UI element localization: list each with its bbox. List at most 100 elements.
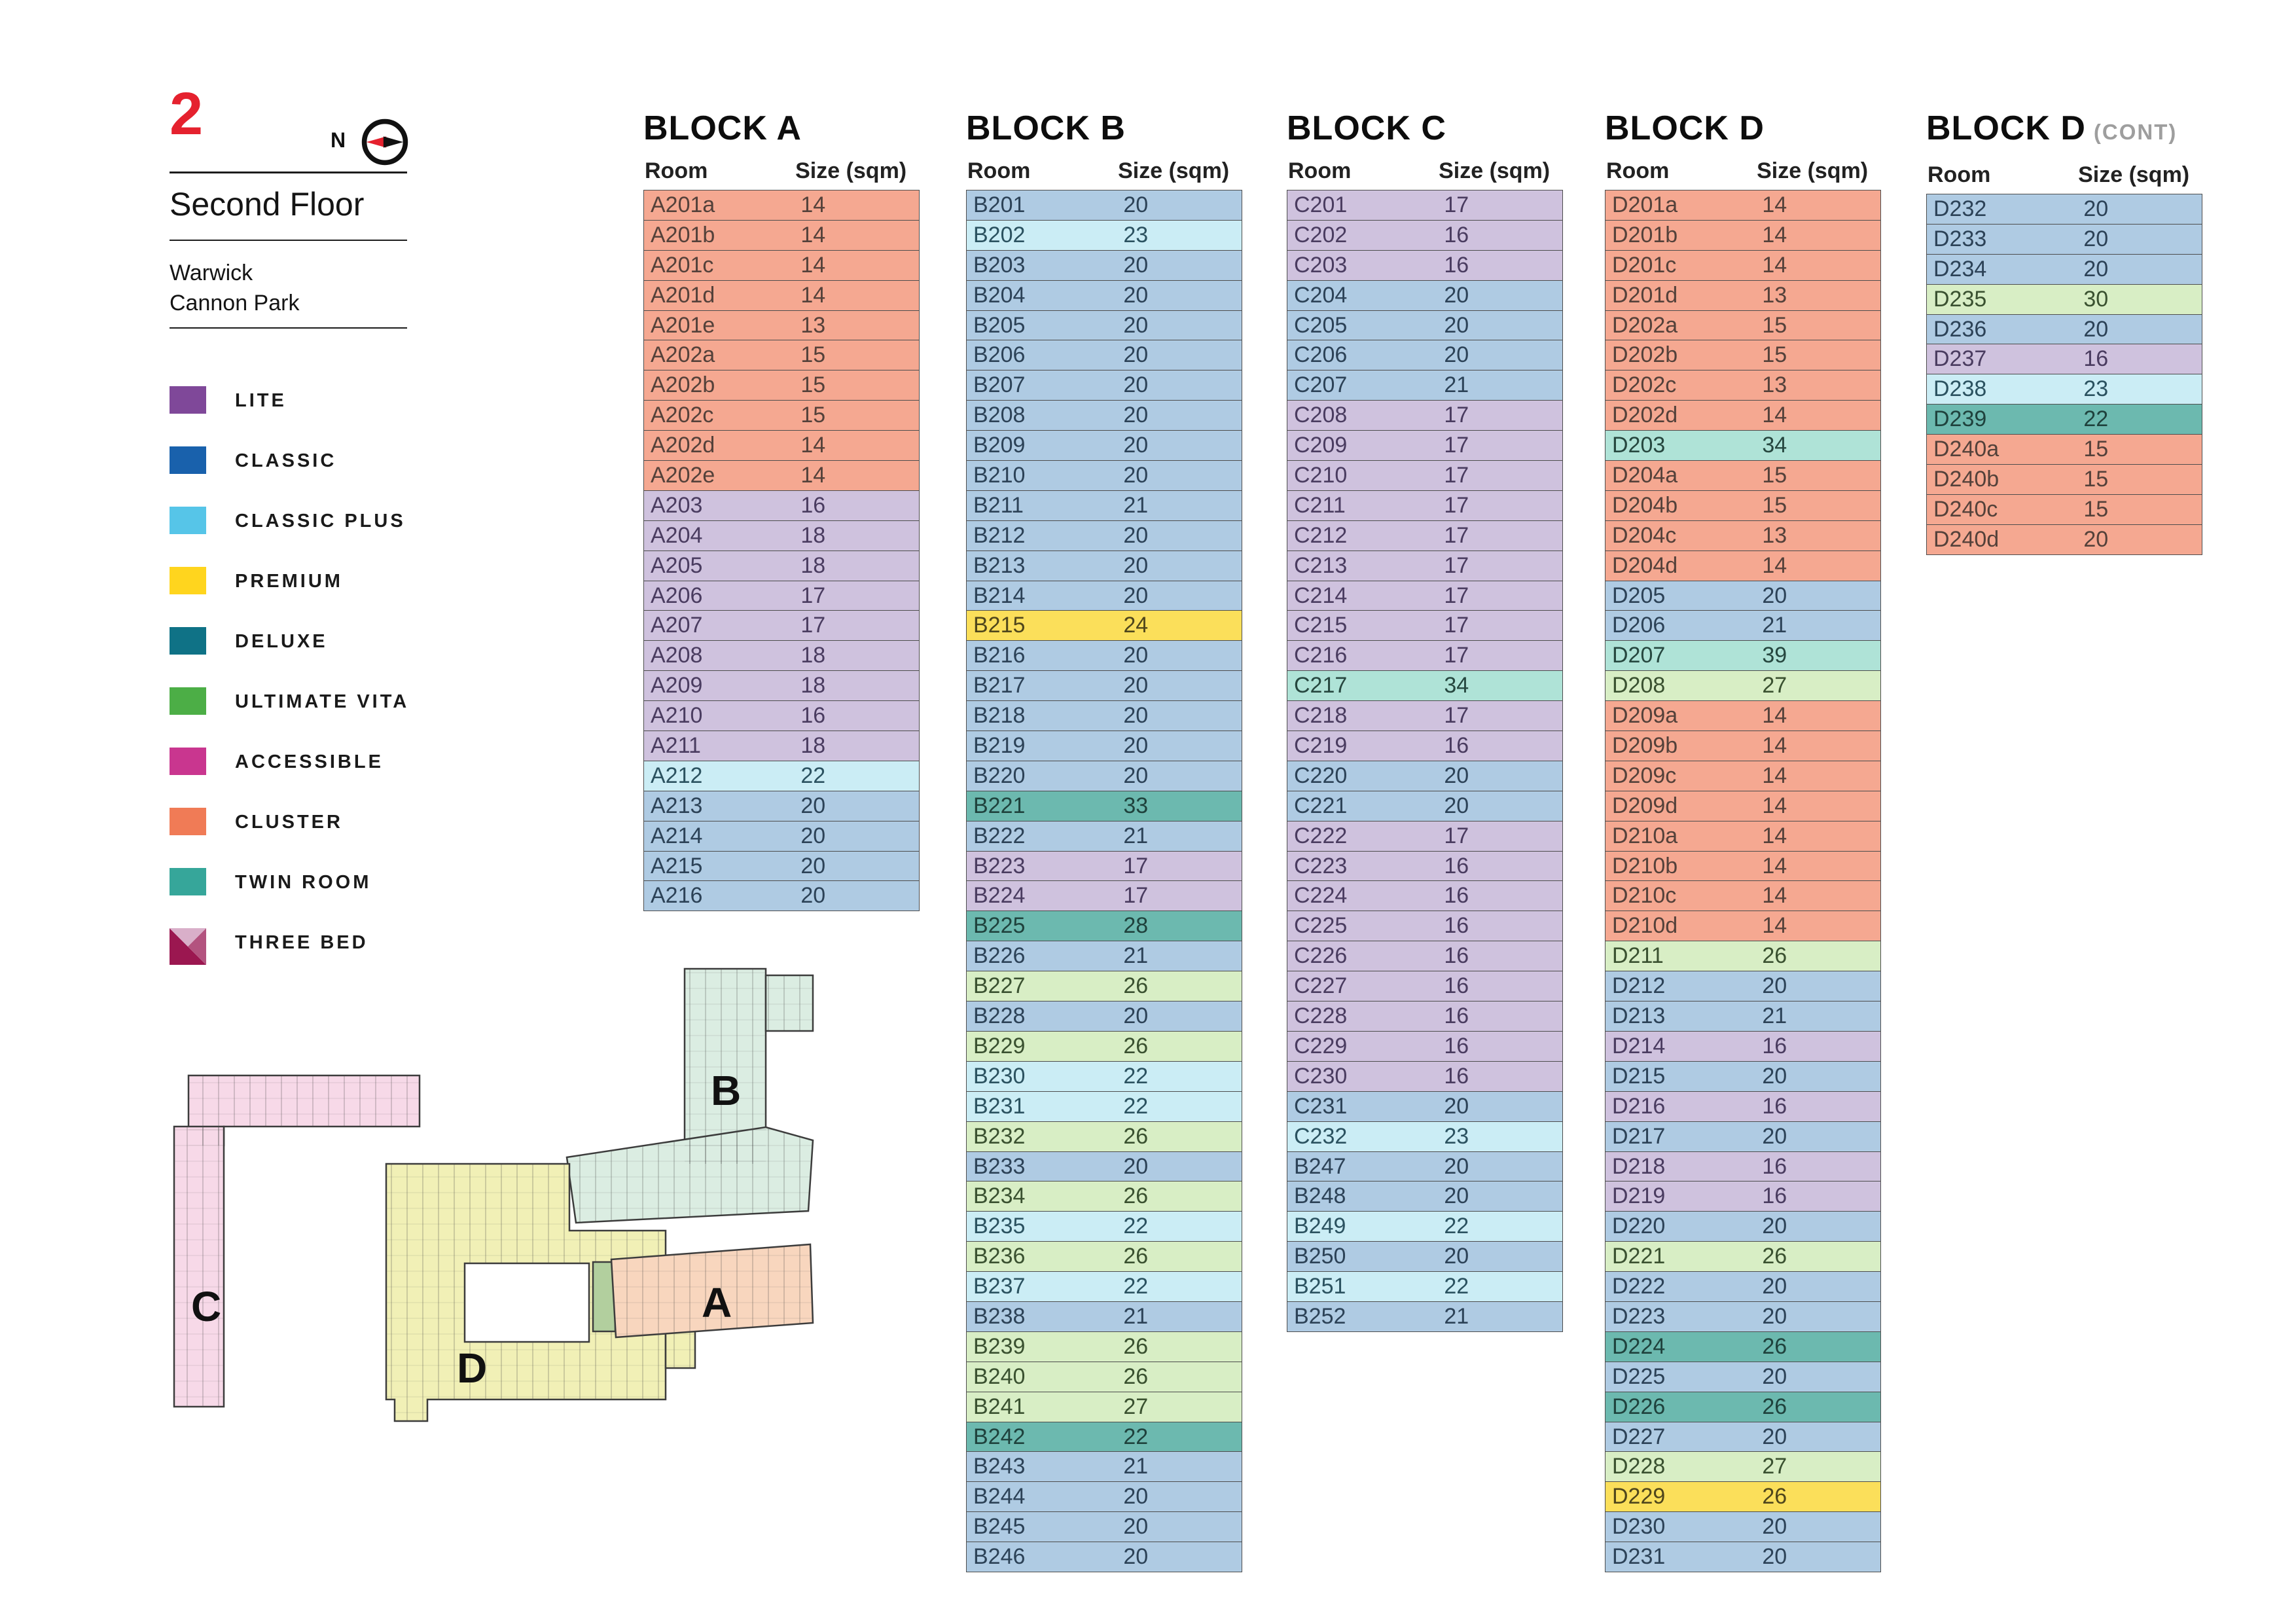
table-row: B238 21 — [967, 1301, 1242, 1332]
size-cell: 22 — [1444, 1214, 1469, 1239]
size-cell: 22 — [1123, 1424, 1149, 1449]
size-cell: 26 — [1123, 1244, 1149, 1269]
table-row: C208 17 — [1287, 401, 1562, 431]
size-cell: 14 — [800, 252, 826, 278]
size-cell: 26 — [1762, 1484, 1787, 1509]
size-cell: 21 — [1123, 492, 1149, 518]
size-cell: 17 — [1444, 433, 1469, 458]
room-cell: B226 — [973, 943, 1026, 969]
size-cell: 20 — [1123, 433, 1149, 458]
size-cell: 22 — [800, 763, 826, 788]
block-title: BLOCK C — [1287, 109, 1446, 147]
size-cell: 20 — [1123, 673, 1149, 698]
table-row: D238 23 — [1927, 374, 2202, 405]
map-label-a: A — [702, 1279, 732, 1326]
table-body: D232 20 D233 20 D234 20 D235 30 D236 20 D237 16 D238… — [1926, 194, 2202, 555]
room-cell: B236 — [973, 1244, 1026, 1269]
size-cell: 15 — [1762, 463, 1787, 488]
size-cell: 21 — [1123, 1303, 1149, 1329]
room-cell: B222 — [973, 823, 1026, 848]
table-row: D230 20 — [1605, 1512, 1880, 1543]
size-cell: 21 — [1762, 613, 1787, 638]
table-row: D202a 15 — [1605, 310, 1880, 341]
room-column-header: Room — [1606, 158, 1670, 183]
table-header: Room Size (sqm) — [966, 158, 1242, 190]
room-cell: B238 — [973, 1303, 1026, 1329]
size-cell: 20 — [800, 883, 826, 909]
table-row: D203 34 — [1605, 431, 1880, 461]
table-row: D219 16 — [1605, 1182, 1880, 1212]
room-cell: D204a — [1612, 463, 1678, 488]
table-row: C210 17 — [1287, 461, 1562, 491]
room-cell: C224 — [1294, 883, 1348, 909]
room-cell: D240c — [1933, 496, 1998, 522]
size-cell: 16 — [1762, 1033, 1787, 1058]
room-cell: D203 — [1612, 433, 1666, 458]
room-cell: B205 — [973, 312, 1026, 338]
room-cell: D240a — [1933, 437, 2000, 462]
size-cell: 33 — [1123, 793, 1149, 818]
table-row: C201 17 — [1287, 190, 1562, 221]
size-cell: 17 — [1444, 643, 1469, 668]
floor-name: Second Floor — [170, 186, 365, 223]
size-cell: 14 — [1762, 703, 1787, 729]
table-row: D223 20 — [1605, 1301, 1880, 1332]
room-cell: A215 — [651, 853, 703, 878]
table-row: C209 17 — [1287, 431, 1562, 461]
size-cell: 17 — [1444, 823, 1469, 848]
ultimate-swatch-icon — [170, 687, 206, 715]
table-row: C217 34 — [1287, 671, 1562, 702]
table-row: B215 24 — [967, 611, 1242, 641]
room-cell: A208 — [651, 643, 703, 668]
size-cell: 22 — [1123, 1063, 1149, 1089]
room-cell: B209 — [973, 433, 1026, 458]
room-cell: D217 — [1612, 1123, 1666, 1149]
room-cell: B225 — [973, 913, 1026, 939]
table-row: B221 33 — [967, 791, 1242, 821]
room-cell: B210 — [973, 463, 1026, 488]
table-row: B219 20 — [967, 731, 1242, 761]
size-column-header: Size (sqm) — [795, 158, 907, 183]
size-cell: 20 — [1444, 282, 1469, 308]
legend-label: CLASSIC — [235, 450, 337, 471]
table-row: A201c 14 — [644, 250, 919, 281]
table-row: D240d 20 — [1927, 524, 2202, 555]
table-row: D221 26 — [1605, 1242, 1880, 1272]
table-row: B246 20 — [967, 1542, 1242, 1572]
size-cell: 14 — [800, 463, 826, 488]
room-cell: D226 — [1612, 1394, 1666, 1419]
divider — [170, 240, 407, 241]
size-cell: 20 — [1762, 1303, 1787, 1329]
size-cell: 20 — [1762, 973, 1787, 999]
size-cell: 14 — [1762, 403, 1787, 428]
size-cell: 15 — [2083, 496, 2109, 522]
table-header: Room Size (sqm) — [1287, 158, 1563, 190]
room-cell: B234 — [973, 1183, 1026, 1209]
table-row: D204b 15 — [1605, 490, 1880, 521]
size-cell: 14 — [800, 222, 826, 247]
room-cell: B219 — [973, 733, 1026, 759]
table-row: D216 16 — [1605, 1091, 1880, 1122]
table-row: B243 21 — [967, 1452, 1242, 1483]
room-cell: C215 — [1294, 613, 1348, 638]
size-cell: 26 — [1762, 1333, 1787, 1359]
size-cell: 13 — [1762, 282, 1787, 308]
table-row: C222 17 — [1287, 821, 1562, 852]
size-cell: 16 — [1762, 1093, 1787, 1119]
room-cell: C227 — [1294, 973, 1348, 999]
table-body: A201a 14 A201b 14 A201c 14 A201d 14 A201e 13 A202a… — [643, 190, 920, 912]
size-cell: 34 — [1444, 673, 1469, 698]
room-cell: B252 — [1294, 1303, 1346, 1329]
room-cell: D235 — [1933, 286, 1987, 312]
room-cell: A214 — [651, 823, 703, 848]
table-header: Room Size (sqm) — [643, 158, 920, 190]
divider — [170, 171, 407, 173]
table-row: B245 20 — [967, 1512, 1242, 1543]
table-row: B226 21 — [967, 941, 1242, 972]
block-title: BLOCK A — [643, 109, 802, 147]
room-cell: C209 — [1294, 433, 1348, 458]
table-row: B211 21 — [967, 490, 1242, 521]
size-cell: 20 — [1762, 1063, 1787, 1089]
room-cell: D213 — [1612, 1003, 1666, 1029]
size-cell: 26 — [1123, 1183, 1149, 1209]
